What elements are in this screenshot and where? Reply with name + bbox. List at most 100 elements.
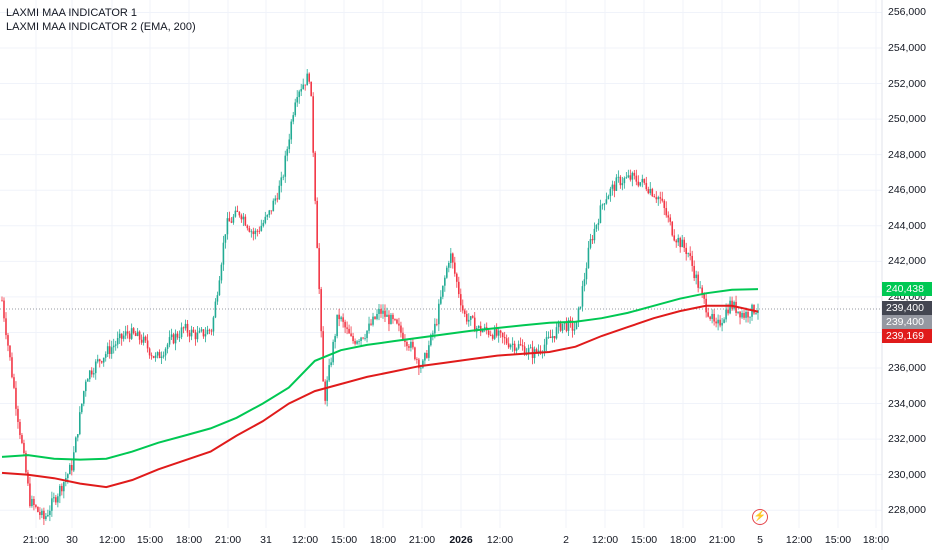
candle-body bbox=[639, 182, 642, 186]
candle-body bbox=[406, 341, 408, 347]
candle-body bbox=[448, 262, 450, 268]
candle-body bbox=[9, 345, 11, 358]
candle-body bbox=[270, 210, 273, 212]
candle-body bbox=[31, 498, 33, 507]
candle-body bbox=[537, 350, 540, 352]
candle-body bbox=[176, 333, 179, 338]
candle-body bbox=[414, 347, 416, 360]
candle-body bbox=[392, 314, 394, 320]
candle-body bbox=[222, 242, 225, 265]
candle-body bbox=[262, 222, 265, 226]
candle-body bbox=[39, 511, 41, 515]
x-tick-label: 15:00 bbox=[330, 534, 358, 546]
candle-body bbox=[469, 316, 472, 320]
candle-body bbox=[326, 380, 328, 401]
candle-body bbox=[37, 506, 39, 512]
candle-body bbox=[745, 311, 747, 318]
candle-body bbox=[509, 344, 512, 348]
candle-body bbox=[132, 328, 135, 334]
candle-body bbox=[218, 280, 221, 296]
candle-body bbox=[543, 344, 546, 353]
candle-body bbox=[693, 265, 695, 279]
candle-body bbox=[272, 200, 275, 212]
candle-body bbox=[266, 214, 269, 217]
candle-body bbox=[138, 331, 141, 340]
candle-body bbox=[294, 102, 297, 116]
candle-body bbox=[629, 175, 632, 180]
candle-body bbox=[412, 341, 414, 348]
candle-body bbox=[144, 336, 147, 341]
candle-body bbox=[76, 434, 79, 438]
candle-body bbox=[523, 346, 526, 355]
y-tick-label: 232,000 bbox=[888, 433, 926, 446]
candle-body bbox=[94, 361, 97, 374]
candle-body bbox=[467, 319, 470, 322]
candle-body bbox=[174, 333, 177, 344]
y-tick-label: 250,000 bbox=[888, 113, 926, 126]
candle-body bbox=[126, 331, 129, 334]
y-tick-label: 234,000 bbox=[888, 397, 926, 410]
candle-body bbox=[635, 175, 638, 182]
candle-body bbox=[615, 177, 618, 191]
candle-body bbox=[388, 314, 390, 325]
candle-body bbox=[374, 316, 376, 319]
candle-body bbox=[178, 337, 181, 338]
candle-body bbox=[358, 340, 360, 342]
candle-body bbox=[136, 331, 139, 336]
candle-body bbox=[715, 321, 717, 324]
candle-body bbox=[442, 285, 444, 297]
candle-body bbox=[675, 240, 678, 243]
candle-body bbox=[194, 332, 197, 340]
candle-body bbox=[140, 339, 143, 343]
candle-body bbox=[254, 230, 257, 235]
candle-body bbox=[49, 510, 51, 515]
candle-body bbox=[196, 332, 199, 340]
candle-body bbox=[166, 344, 169, 349]
candle-body bbox=[725, 309, 727, 320]
candle-body bbox=[27, 472, 29, 484]
candle-body bbox=[148, 348, 151, 356]
candle-body bbox=[627, 175, 630, 178]
candle-body bbox=[625, 177, 628, 179]
candle-body bbox=[292, 115, 295, 122]
candle-body bbox=[232, 216, 235, 223]
legend-indicator-1[interactable]: LAXMI MAA INDICATOR 1 bbox=[6, 7, 138, 19]
candle-body bbox=[420, 367, 422, 369]
candle-body bbox=[755, 312, 757, 314]
candle-body bbox=[575, 321, 578, 330]
candle-body bbox=[741, 312, 743, 318]
candle-body bbox=[651, 188, 654, 197]
legend-indicator-2[interactable]: LAXMI MAA INDICATOR 2 (EMA, 200) bbox=[6, 21, 196, 33]
candle-body bbox=[318, 248, 320, 290]
candle-body bbox=[75, 437, 77, 453]
candle-body bbox=[120, 333, 123, 339]
candle-body bbox=[98, 359, 101, 362]
candle-body bbox=[641, 178, 644, 183]
candle-body bbox=[298, 91, 301, 98]
candle-body bbox=[499, 330, 502, 333]
candle-body bbox=[583, 279, 586, 287]
candle-body bbox=[276, 198, 279, 200]
candle-body bbox=[565, 322, 568, 331]
price-tag-green: 240,438 bbox=[882, 282, 932, 297]
candle-body bbox=[747, 311, 749, 318]
candle-body bbox=[527, 348, 530, 354]
candle-body bbox=[250, 231, 253, 233]
lightning-icon[interactable]: ⚡ bbox=[752, 509, 768, 525]
candle-body bbox=[555, 327, 558, 339]
candle-body bbox=[424, 352, 426, 361]
candle-body bbox=[655, 197, 658, 200]
candle-body bbox=[278, 185, 281, 200]
candle-body bbox=[350, 333, 352, 336]
x-tick-label: 15:00 bbox=[136, 534, 164, 546]
candle-body bbox=[19, 421, 21, 436]
candle-body bbox=[491, 335, 494, 339]
candle-body bbox=[719, 319, 721, 326]
candle-body bbox=[571, 321, 574, 331]
candle-body bbox=[202, 329, 205, 337]
candle-body bbox=[739, 311, 741, 318]
candle-body bbox=[63, 482, 65, 492]
candle-body bbox=[354, 341, 356, 344]
y-tick-label: 244,000 bbox=[888, 219, 926, 232]
